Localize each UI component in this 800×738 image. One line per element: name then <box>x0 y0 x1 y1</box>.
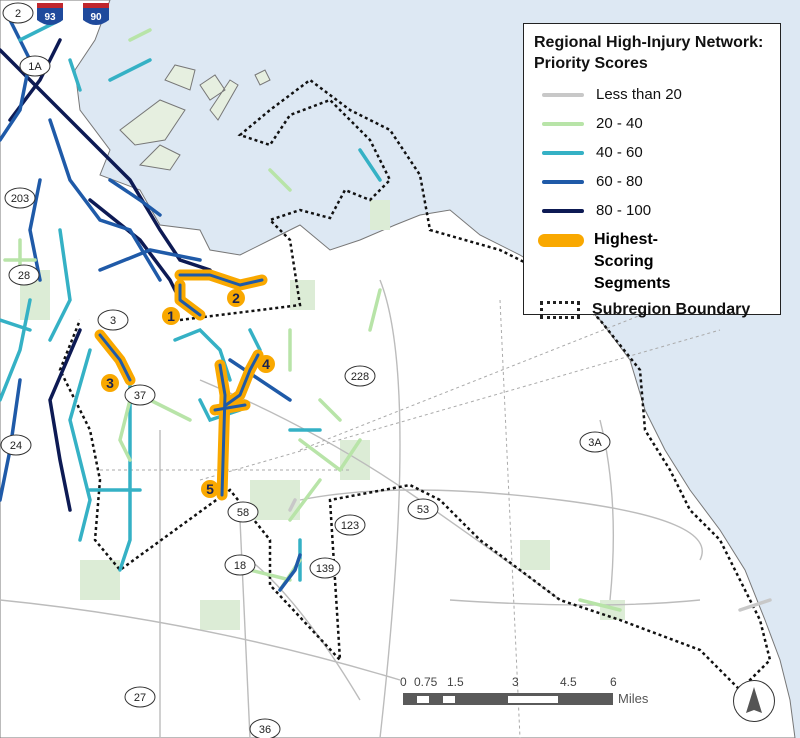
route-shield: 28 <box>8 264 40 286</box>
scale-tick: 6 <box>610 675 617 689</box>
svg-text:203: 203 <box>11 193 29 205</box>
legend-label: 60 - 80 <box>596 173 643 190</box>
legend-label: Subregion Boundary <box>592 300 751 318</box>
scale-tick: 0.75 <box>414 675 438 689</box>
interstate-shields: 93 90 <box>37 3 109 25</box>
segment-label-5: 5 <box>201 480 219 498</box>
svg-text:3A: 3A <box>588 437 602 449</box>
svg-text:5: 5 <box>206 481 214 497</box>
svg-text:139: 139 <box>316 563 334 575</box>
land-islands <box>119 64 271 171</box>
route-shield: 36 <box>249 718 281 738</box>
route-shield: 37 <box>124 384 156 406</box>
route-shield: 58 <box>227 501 259 523</box>
legend-item-20-40: 20 - 40 <box>534 109 770 138</box>
segment-label-1: 1 <box>162 307 180 325</box>
interstate-93-shield: 93 <box>37 3 63 25</box>
scale-bar: 0 0.75 1.5 3 4.5 6 Miles <box>400 675 648 713</box>
svg-text:58: 58 <box>237 507 249 519</box>
legend-item-highest-scoring: Highest-Scoring Segments <box>534 229 770 295</box>
route-shield: 139 <box>309 557 341 579</box>
segment-label-4: 4 <box>257 355 275 373</box>
scale-bar-graphic <box>403 693 613 705</box>
route-shield: 3A <box>579 431 611 453</box>
svg-text:93: 93 <box>44 12 56 23</box>
svg-text:2: 2 <box>232 290 240 306</box>
svg-text:3: 3 <box>106 375 114 391</box>
svg-text:1A: 1A <box>28 61 42 73</box>
svg-text:90: 90 <box>90 12 102 23</box>
svg-text:53: 53 <box>417 504 429 516</box>
dashed-roads <box>100 259 781 738</box>
legend-label: Less than 20 <box>596 86 682 103</box>
svg-text:3: 3 <box>110 315 116 327</box>
legend-item-less-than-20: Less than 20 <box>534 80 770 109</box>
legend-item-boundary: Subregion Boundary <box>534 295 770 324</box>
svg-text:4: 4 <box>262 356 270 372</box>
svg-text:28: 28 <box>18 270 30 282</box>
legend-label: Highest-Scoring Segments <box>594 231 671 292</box>
scale-tick: 1.5 <box>447 675 464 689</box>
scale-units: Miles <box>618 691 649 706</box>
scale-tick: 0 <box>400 675 407 689</box>
route-shield: 53 <box>407 498 439 520</box>
svg-text:18: 18 <box>234 560 246 572</box>
route-shield: 27 <box>124 686 156 708</box>
route-shield: 123 <box>334 514 366 536</box>
legend-label: 40 - 60 <box>596 144 643 161</box>
swatch <box>542 150 584 155</box>
highest-scoring-segments <box>94 269 268 501</box>
scale-tick: 3 <box>512 675 519 689</box>
svg-text:24: 24 <box>10 440 22 452</box>
legend-item-60-80: 60 - 80 <box>534 167 770 196</box>
svg-text:27: 27 <box>134 692 146 704</box>
swatch <box>542 121 584 126</box>
swatch <box>542 92 584 97</box>
hin-segments <box>0 18 772 612</box>
swatch <box>542 179 584 184</box>
scale-tick: 4.5 <box>560 675 577 689</box>
swatch <box>542 208 584 213</box>
legend-title: Regional High-Injury Network: Priority S… <box>534 34 764 72</box>
swatch <box>540 300 580 319</box>
svg-text:36: 36 <box>259 724 271 736</box>
route-shield: 1A <box>19 55 51 77</box>
route-shield: 2 <box>2 2 34 24</box>
segment-label-2: 2 <box>227 289 245 307</box>
swatch <box>538 234 584 247</box>
legend-item-40-60: 40 - 60 <box>534 138 770 167</box>
route-shield: 203 <box>4 187 36 209</box>
interstate-90-shield: 90 <box>83 3 109 25</box>
svg-text:2: 2 <box>15 8 21 20</box>
segment-labels: 1 2 3 4 5 <box>101 289 275 498</box>
svg-text:37: 37 <box>134 390 146 402</box>
legend-label: 20 - 40 <box>596 115 643 132</box>
svg-text:228: 228 <box>351 371 369 383</box>
route-shield: 24 <box>0 434 32 456</box>
svg-text:1: 1 <box>167 308 175 324</box>
route-shield: 228 <box>344 365 376 387</box>
subregion-boundary <box>58 78 772 692</box>
legend: Regional High-Injury Network: Priority S… <box>523 23 781 319</box>
legend-label: 80 - 100 <box>596 202 652 219</box>
svg-text:123: 123 <box>341 520 359 532</box>
route-shield: 3 <box>97 309 129 331</box>
legend-item-80-100: 80 - 100 <box>534 196 770 225</box>
segment-label-3: 3 <box>101 374 119 392</box>
north-arrow-icon <box>733 680 775 722</box>
route-shield: 18 <box>224 554 256 576</box>
